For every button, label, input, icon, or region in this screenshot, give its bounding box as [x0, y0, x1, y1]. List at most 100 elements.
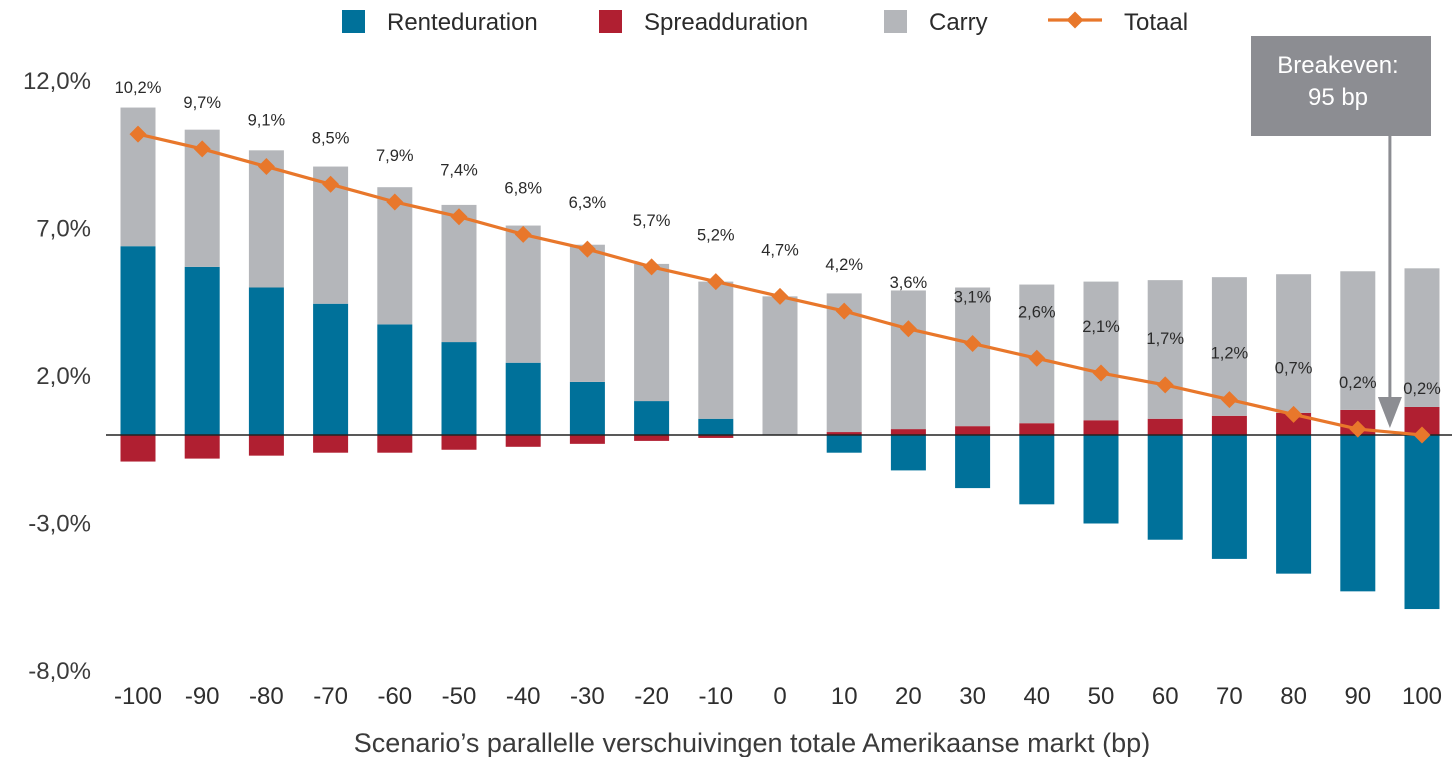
point-totaal--60: [386, 193, 404, 211]
breakeven-label: Breakeven:: [1277, 52, 1398, 79]
bar-renteduration-20: [890, 435, 926, 471]
legend-swatch: [599, 10, 622, 33]
bar-carry--30: [569, 244, 605, 382]
data-label--10: 5,2%: [697, 227, 735, 245]
bar-spreadduration--40: [505, 435, 541, 447]
data-label-50: 2,1%: [1082, 318, 1120, 336]
bar-carry-90: [1340, 271, 1376, 410]
data-label-70: 1,2%: [1211, 345, 1249, 363]
x-tick-label: -70: [313, 683, 348, 710]
data-label--30: 6,3%: [569, 194, 607, 212]
y-tick-label: -8,0%: [28, 658, 91, 685]
bar-renteduration-80: [1276, 435, 1312, 574]
legend-item-spreadduration: Spreadduration: [599, 9, 808, 36]
data-label--50: 7,4%: [440, 162, 478, 180]
data-label-0: 4,7%: [761, 241, 799, 259]
point-totaal-70: [1220, 391, 1238, 409]
legend-item-totaal: Totaal: [1048, 9, 1188, 36]
point-totaal-0: [771, 287, 789, 305]
bar-renteduration-50: [1083, 435, 1119, 524]
bar-renteduration--40: [505, 362, 541, 435]
bar-renteduration--90: [184, 266, 220, 435]
point-totaal-60: [1156, 376, 1174, 394]
x-tick-label: -30: [570, 683, 605, 710]
x-tick-label: -10: [698, 683, 733, 710]
bar-renteduration-30: [955, 435, 991, 489]
bar-renteduration-90: [1340, 435, 1376, 592]
bar-spreadduration-10: [826, 432, 862, 435]
breakeven-arrow-head: [1377, 397, 1402, 428]
bar-spreadduration-30: [955, 426, 991, 435]
bar-spreadduration--10: [698, 435, 734, 438]
bar-spreadduration--20: [634, 435, 670, 441]
data-label--60: 7,9%: [376, 147, 414, 165]
legend-diamond-swatch: [1066, 11, 1084, 29]
bar-carry--40: [505, 225, 541, 363]
breakeven-box: [1251, 36, 1431, 136]
point-totaal--100: [129, 125, 147, 143]
bar-spreadduration--60: [377, 435, 413, 453]
bar-carry--50: [441, 204, 477, 343]
x-tick-label: -20: [634, 683, 669, 710]
data-label--100: 10,2%: [115, 79, 162, 97]
data-label--70: 8,5%: [312, 129, 350, 147]
breakeven-value: 95 bp: [1308, 84, 1368, 111]
bar-renteduration-100: [1404, 435, 1440, 610]
bar-spreadduration-40: [1019, 423, 1055, 435]
point-totaal--50: [450, 208, 468, 226]
bar-renteduration--20: [634, 401, 670, 435]
legend-label: Totaal: [1124, 9, 1188, 36]
bar-spreadduration--90: [184, 435, 220, 459]
point-totaal-30: [964, 335, 982, 353]
x-tick-label: -60: [377, 683, 412, 710]
data-label-20: 3,6%: [890, 274, 928, 292]
x-tick-label: 30: [959, 683, 986, 710]
bar-spreadduration-70: [1211, 415, 1247, 435]
legend-swatch: [342, 10, 365, 33]
x-tick-label: 70: [1216, 683, 1243, 710]
point-totaal--30: [578, 240, 596, 258]
x-tick-label: -80: [249, 683, 284, 710]
data-label--20: 5,7%: [633, 212, 671, 230]
data-label-90: 0,2%: [1339, 374, 1377, 392]
bar-renteduration--80: [248, 287, 284, 435]
bar-renteduration-10: [826, 435, 862, 453]
point-totaal--80: [257, 158, 275, 176]
data-label-10: 4,2%: [825, 256, 863, 274]
bar-spreadduration-20: [890, 429, 926, 435]
legend-label: Renteduration: [387, 9, 538, 36]
bar-carry-30: [955, 287, 991, 427]
x-tick-label: -50: [442, 683, 477, 710]
bar-renteduration-40: [1019, 435, 1055, 505]
point-totaal--20: [643, 258, 661, 276]
point-totaal-50: [1092, 364, 1110, 382]
point-totaal-10: [835, 302, 853, 320]
x-tick-label: 40: [1023, 683, 1050, 710]
y-tick-label: -3,0%: [28, 511, 91, 538]
bar-carry-80: [1276, 274, 1312, 413]
bar-carry-20: [890, 290, 926, 430]
bar-renteduration--30: [569, 381, 605, 435]
legend-item-renteduration: Renteduration: [342, 9, 538, 36]
legend-swatch: [884, 10, 907, 33]
x-axis-title: Scenario’s parallelle verschuivingen tot…: [354, 728, 1150, 757]
x-tick-label: 10: [831, 683, 858, 710]
bar-renteduration--60: [377, 324, 413, 436]
bar-carry-60: [1147, 280, 1183, 419]
bar-renteduration--100: [120, 246, 156, 435]
y-tick-label: 2,0%: [36, 363, 91, 390]
bar-spreadduration--80: [248, 435, 284, 456]
data-label-30: 3,1%: [954, 289, 992, 307]
data-label--90: 9,7%: [183, 94, 221, 112]
bar-spreadduration--70: [313, 435, 349, 453]
point-totaal-40: [1028, 349, 1046, 367]
bar-carry--20: [634, 263, 670, 402]
x-tick-label: -90: [185, 683, 220, 710]
bar-renteduration--50: [441, 342, 477, 435]
bar-renteduration--10: [698, 418, 734, 435]
bar-carry--10: [698, 281, 734, 419]
data-label-80: 0,7%: [1275, 359, 1313, 377]
bar-renteduration-60: [1147, 435, 1183, 540]
x-tick-label: -40: [506, 683, 541, 710]
